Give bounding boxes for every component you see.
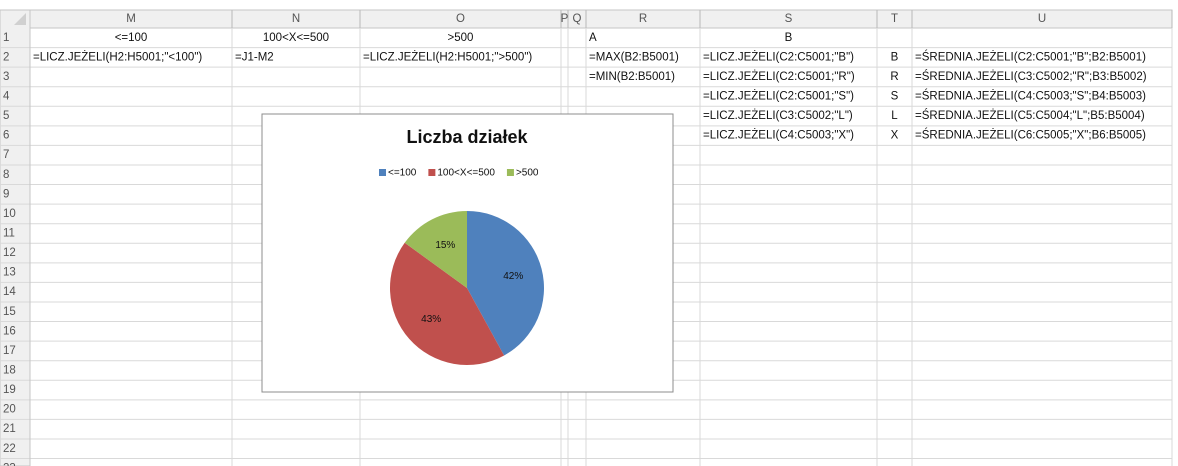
legend-swatch [379,169,386,176]
data-label: 42% [503,271,523,282]
cell-text[interactable]: =J1-M2 [235,51,274,63]
row-number[interactable]: 22 [3,443,16,455]
legend-label: >500 [516,168,539,179]
cell-text[interactable]: =LICZ.JEŻELI(C2:C5001;"R") [703,70,855,83]
row-number[interactable]: 21 [3,423,16,435]
cell-text[interactable]: X [891,130,899,142]
legend-swatch [428,169,436,176]
cell-text[interactable]: =ŚREDNIA.JEŻELI(C3:C5002;"R";B3:B5002) [915,70,1147,83]
cell-text[interactable]: =LICZ.JEŻELI(C2:C5001;"S") [703,90,854,103]
cell-text[interactable]: =ŚREDNIA.JEŻELI(C6:C5005;"X";B6:B5005) [915,129,1146,142]
row-number[interactable]: 10 [3,208,16,220]
cell-text[interactable]: 100<X<=500 [263,32,329,44]
column-header[interactable]: P [561,13,569,25]
cell-text[interactable]: <=100 [115,32,148,44]
column-header[interactable]: O [456,13,465,25]
column-header[interactable]: M [126,13,136,25]
pie-slice [404,211,467,288]
chart-title: Liczba działek [406,127,528,147]
cell-text[interactable]: =ŚREDNIA.JEŻELI(C2:C5001;"B";B2:B5001) [915,50,1146,63]
pie-slice [389,242,505,366]
column-header[interactable]: U [1038,13,1046,25]
row-number[interactable]: 20 [3,404,16,416]
cell-text[interactable]: =LICZ.JEŻELI(H2:H5001;">500") [363,50,532,63]
row-number[interactable]: 17 [3,345,16,357]
data-label: 15% [435,240,455,251]
cell-text[interactable]: =LICZ.JEŻELI(C2:C5001;"B") [703,50,854,63]
column-header[interactable]: T [891,13,898,25]
pie-slice [467,211,545,356]
legend-label: 100<X<=500 [437,168,495,179]
legend-label: <=100 [388,168,417,179]
cell-text[interactable]: =MAX(B2:B5001) [589,51,679,63]
row-header-bar [0,9,31,466]
row-number[interactable]: 2 [3,51,9,63]
column-header[interactable]: R [639,13,647,25]
row-number[interactable]: 4 [3,91,10,103]
cell-text[interactable]: A [589,32,597,44]
row-number[interactable]: 7 [3,149,9,161]
legend-swatch [506,169,514,176]
cell-text[interactable]: L [891,110,898,122]
row-number[interactable]: 12 [3,247,16,259]
row-number[interactable]: 23 [3,462,16,466]
cell-text[interactable]: B [891,51,899,63]
cell-text[interactable]: >500 [448,32,474,44]
cell-text[interactable]: B [785,32,793,44]
row-number[interactable]: 14 [3,286,16,298]
row-number[interactable]: 19 [3,384,16,396]
cell-text[interactable]: =ŚREDNIA.JEŻELI(C5:C5004;"L";B5:B5004) [915,109,1145,122]
row-number[interactable]: 9 [3,188,9,200]
row-number[interactable]: 11 [3,228,15,240]
data-label: 43% [421,314,441,325]
cell-text[interactable]: =LICZ.JEŻELI(H2:H5001;"<100") [33,50,202,63]
row-number[interactable]: 13 [3,267,16,279]
select-all-corner[interactable] [14,13,26,25]
row-number[interactable]: 1 [3,32,9,44]
cell-text[interactable]: =LICZ.JEŻELI(C3:C5002;"L") [703,109,853,122]
column-header[interactable]: Q [573,13,582,25]
row-number[interactable]: 8 [3,169,9,181]
column-header[interactable]: N [292,13,300,25]
cell-text[interactable]: =ŚREDNIA.JEŻELI(C4:C5003;"S";B4:B5003) [915,90,1146,103]
row-number[interactable]: 18 [3,365,16,377]
row-number[interactable]: 15 [3,306,16,318]
cell-text[interactable]: =LICZ.JEŻELI(C4:C5003;"X") [703,129,854,142]
row-number[interactable]: 3 [3,71,9,83]
cell-text[interactable]: S [891,91,899,103]
row-number[interactable]: 5 [3,110,9,122]
row-number[interactable]: 16 [3,325,16,337]
row-number[interactable]: 6 [3,130,9,142]
column-header[interactable]: S [785,13,793,25]
cell-text[interactable]: R [890,71,898,83]
cell-text[interactable]: =MIN(B2:B5001) [589,71,675,83]
